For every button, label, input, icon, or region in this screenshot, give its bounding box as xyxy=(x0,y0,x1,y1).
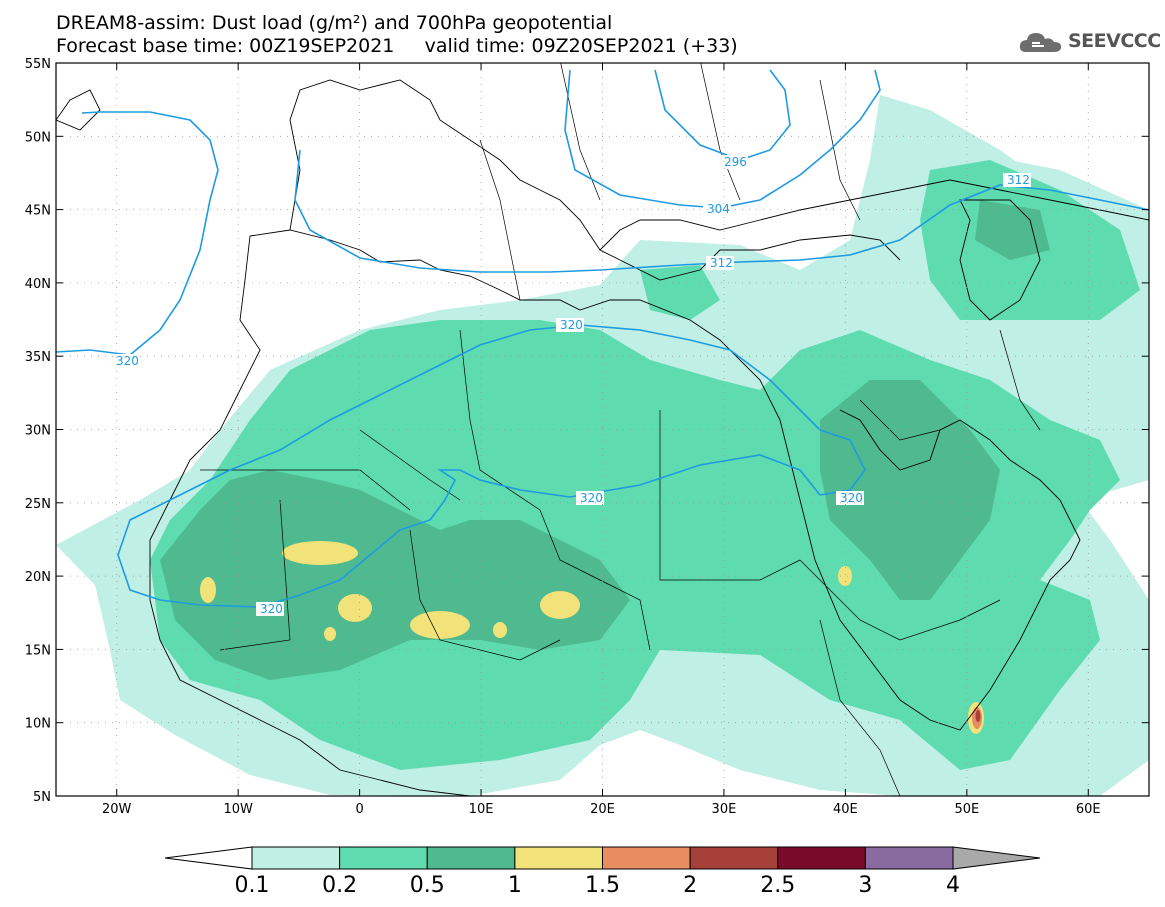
seevccc-logo-text: SEEVCCC xyxy=(1068,30,1161,52)
colorbar-label: 1 xyxy=(508,873,522,898)
longitude-tick-label: 10E xyxy=(469,802,494,817)
longitude-tick-label: 20W xyxy=(102,802,132,817)
latitude-tick-label: 30N xyxy=(25,424,51,439)
contour-label: 320 xyxy=(260,602,283,616)
latitude-tick-label: 5N xyxy=(33,790,51,805)
coastlines xyxy=(56,79,1149,796)
map-title: DREAM8-assim: Dust load (g/m²) and 700hP… xyxy=(56,12,613,34)
longitude-tick-label: 10W xyxy=(223,802,253,817)
longitude-tick-label: 50E xyxy=(954,802,979,817)
longitude-tick-label: 0 xyxy=(355,802,363,817)
colorbar-swatch xyxy=(689,846,779,870)
colorbar-label: 4 xyxy=(946,873,960,898)
dust-field-medium-aegean xyxy=(640,265,720,320)
latitude-tick-label: 15N xyxy=(25,643,51,658)
dust-field-dense-arabia xyxy=(820,380,1000,600)
geopotential-contours xyxy=(56,69,1149,608)
forecast-time-line: Forecast base time: 00Z19SEP2021 valid t… xyxy=(56,35,738,57)
dust-patch-yellow-5 xyxy=(540,591,580,619)
longitude-tick-label: 60E xyxy=(1076,802,1101,817)
latitude-axis: 55N 50N 45N 40N 35N 30N 25N 20N 15N 10N 5N xyxy=(25,57,1149,805)
graticule xyxy=(56,63,1149,796)
colorbar-label: 0.1 xyxy=(235,873,270,898)
latitude-tick-label: 55N xyxy=(25,57,51,72)
contour-label: 304 xyxy=(707,202,730,216)
contour-label: 320 xyxy=(840,491,863,505)
contour-296 xyxy=(654,69,791,161)
dust-patch-yellow-2 xyxy=(338,594,372,622)
colorbar-swatch xyxy=(514,846,603,870)
latitude-tick-label: 50N xyxy=(25,130,51,145)
contour-label: 312 xyxy=(710,256,733,270)
dust-patch-brown xyxy=(975,710,981,722)
dust-patch-yellow-8 xyxy=(838,566,852,586)
latitude-tick-label: 35N xyxy=(25,350,51,365)
contour-320-main xyxy=(117,324,866,601)
dust-field-dense-ne xyxy=(975,200,1050,260)
contour-304 xyxy=(564,69,881,209)
colorbar-label: 3 xyxy=(858,873,872,898)
colorbar-label: 2 xyxy=(683,873,697,898)
longitude-tick-label: 20E xyxy=(590,802,615,817)
colorbar: 0.1 0.2 0.5 1 1.5 2 2.5 3 4 xyxy=(164,846,1041,898)
longitude-tick-label: 30E xyxy=(712,802,737,817)
dust-patch-yellow-4 xyxy=(410,611,470,639)
dust-patch-yellow-3 xyxy=(200,577,216,603)
colorbar-swatch xyxy=(426,846,516,870)
colorbar-over-triangle xyxy=(952,846,1041,870)
latitude-tick-label: 45N xyxy=(25,204,51,219)
contour-label: 320 xyxy=(116,354,139,368)
longitude-axis: 20W 10W 0 10E 20E 30E 40E 50E 60E xyxy=(102,63,1101,817)
contour-320-south xyxy=(159,454,821,608)
dust-patch-yellow-7 xyxy=(324,627,336,641)
longitude-tick-label: 40E xyxy=(833,802,858,817)
colorbar-under-triangle xyxy=(164,846,253,870)
colorbar-swatch xyxy=(602,846,691,870)
contour-label: 320 xyxy=(580,491,603,505)
latitude-tick-label: 40N xyxy=(25,277,51,292)
latitude-tick-label: 25N xyxy=(25,497,51,512)
cloud-logo-icon xyxy=(1019,33,1062,52)
colorbar-label: 0.5 xyxy=(410,873,445,898)
colorbar-swatch xyxy=(777,846,866,870)
contour-label: 312 xyxy=(1007,173,1030,187)
colorbar-label: 2.5 xyxy=(760,873,795,898)
colorbar-swatch xyxy=(251,846,341,870)
colorbar-swatch xyxy=(864,846,954,870)
contour-label: 320 xyxy=(560,318,583,332)
contour-label: 296 xyxy=(724,155,747,169)
latitude-tick-label: 20N xyxy=(25,570,51,585)
dust-patch-yellow-1 xyxy=(282,541,358,565)
dust-field-dense xyxy=(160,470,630,680)
contour-labels: 320 320 320 320 320 312 312 304 296 xyxy=(112,155,1031,616)
colorbar-label: 1.5 xyxy=(585,873,620,898)
latitude-tick-label: 10N xyxy=(25,717,51,732)
colorbar-swatch xyxy=(339,846,428,870)
colorbar-label: 0.2 xyxy=(322,873,357,898)
dust-patch-yellow-6 xyxy=(493,622,507,638)
